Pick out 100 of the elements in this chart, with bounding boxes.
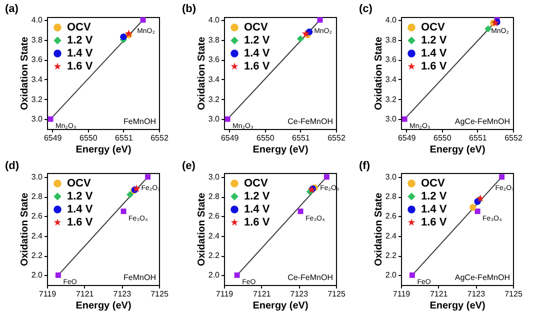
- annotation: Ce-FeMnOH: [288, 117, 334, 126]
- y-axis-title: Oxidation State: [373, 192, 384, 266]
- y-axis-title: Oxidation State: [196, 192, 208, 266]
- x-tick-label: 7119: [216, 290, 234, 298]
- x-tick-label: 6552: [150, 134, 169, 142]
- y-tick-label: 3.0: [208, 114, 220, 124]
- legend-label: 1.2 V: [244, 190, 270, 202]
- chart-title: (b): [182, 2, 196, 15]
- point: [140, 17, 146, 23]
- y-tick-label: 2.8: [31, 192, 44, 202]
- annotation: FeMnOH: [124, 117, 156, 126]
- y-tick-label: 3.6: [208, 55, 220, 64]
- chart-title: (f): [359, 160, 370, 172]
- y-tick-label: 3.0: [385, 172, 398, 182]
- legend-label: 1.6 V: [421, 216, 448, 228]
- y-axis-title: Oxidation State: [19, 36, 30, 110]
- x-tick-label: 7119: [392, 290, 411, 298]
- y-tick-label: 2.4: [208, 231, 220, 240]
- y-tick-label: 3.4: [31, 74, 44, 84]
- x-axis-title: Energy (eV): [252, 144, 308, 156]
- chart-title: (e): [182, 160, 196, 172]
- legend-label: 1.2 V: [421, 34, 448, 46]
- annotation: AgCe-FeMnOH: [454, 273, 510, 282]
- point: [302, 30, 310, 38]
- y-tick-label: 2.6: [208, 212, 220, 221]
- x-tick-label: 7125: [328, 290, 346, 298]
- x-axis-title: Energy (eV): [76, 144, 132, 156]
- point: [120, 33, 127, 40]
- y-tick-label: 2.4: [31, 231, 44, 240]
- chart-title: (c): [359, 2, 373, 15]
- y-tick-label: 3.6: [385, 55, 398, 64]
- x-axis-title: Energy (eV): [430, 144, 486, 156]
- x-tick-label: 6550: [433, 134, 452, 142]
- point: [491, 18, 500, 26]
- x-axis-title: Energy (eV): [430, 300, 486, 312]
- y-axis-title: Oxidation State: [19, 192, 30, 266]
- x-tick-label: 7123: [290, 290, 309, 298]
- chart-title: (d): [5, 160, 20, 172]
- legend-label: 1.4 V: [421, 48, 448, 60]
- y-tick-label: 3.6: [31, 55, 44, 64]
- y-tick-label: 3.0: [208, 172, 220, 182]
- y-tick-label: 3.8: [385, 35, 398, 44]
- point: [48, 116, 54, 122]
- x-tick-label: 7121: [430, 290, 448, 298]
- legend-label: 1.2 V: [244, 34, 270, 46]
- y-tick-label: 3.8: [31, 35, 44, 44]
- point: [324, 174, 330, 180]
- legend-label: 1.6 V: [421, 60, 448, 72]
- legend-label: 1.6 V: [244, 216, 270, 228]
- y-axis-title: Oxidation State: [196, 36, 208, 110]
- annotation: Ce-FeMnOH: [288, 273, 334, 282]
- legend-label: OCV: [421, 178, 446, 190]
- y-tick-label: 3.0: [31, 172, 44, 182]
- x-tick-label: 7123: [113, 290, 132, 298]
- x-tick-label: 6551: [469, 134, 488, 142]
- point: [409, 272, 415, 278]
- y-tick-label: 2.6: [385, 212, 398, 221]
- point: [224, 116, 230, 122]
- y-tick-label: 2.0: [31, 270, 44, 280]
- x-axis-title: Energy (eV): [76, 300, 132, 312]
- legend-label: 1.4 V: [421, 204, 448, 216]
- point: [120, 208, 126, 214]
- x-tick-label: 6552: [328, 134, 346, 142]
- point: [296, 35, 304, 42]
- y-tick-label: 4.0: [208, 15, 220, 24]
- point: [145, 174, 151, 180]
- y-tick-label: 2.2: [208, 251, 220, 260]
- legend-label: 1.4 V: [67, 204, 94, 216]
- y-tick-label: 3.0: [31, 114, 44, 124]
- x-tick-label: 6551: [292, 134, 310, 142]
- legend-label: 1.6 V: [67, 216, 94, 228]
- point: [470, 204, 476, 211]
- x-tick-label: 6550: [256, 134, 275, 142]
- point: [499, 174, 505, 180]
- y-tick-label: 3.2: [31, 94, 44, 104]
- point: [132, 184, 141, 192]
- point: [55, 272, 61, 278]
- x-tick-label: 7121: [76, 290, 94, 298]
- y-tick-label: 3.8: [208, 35, 220, 44]
- annotation: AgCe-FeMnOH: [454, 117, 510, 126]
- y-tick-label: 3.4: [385, 74, 398, 84]
- y-tick-label: 2.0: [208, 270, 220, 280]
- x-tick-label: 6549: [220, 134, 240, 142]
- y-tick-label: 3.4: [208, 74, 220, 84]
- legend-label: 1.2 V: [67, 34, 94, 46]
- x-tick-label: 6552: [504, 134, 523, 142]
- point: [317, 17, 323, 23]
- legend-label: OCV: [67, 22, 92, 34]
- chart-title: (a): [5, 2, 19, 15]
- point: [234, 272, 240, 278]
- legend-label: OCV: [421, 22, 446, 34]
- legend-label: 1.4 V: [244, 48, 270, 60]
- y-tick-label: 4.0: [385, 15, 398, 24]
- point: [474, 208, 480, 214]
- x-tick-label: 7125: [504, 290, 523, 298]
- x-tick-label: 7121: [252, 290, 272, 298]
- legend-label: OCV: [244, 22, 268, 34]
- legend-label: 1.4 V: [67, 48, 94, 60]
- x-tick-label: 7119: [38, 290, 57, 298]
- point: [126, 191, 134, 198]
